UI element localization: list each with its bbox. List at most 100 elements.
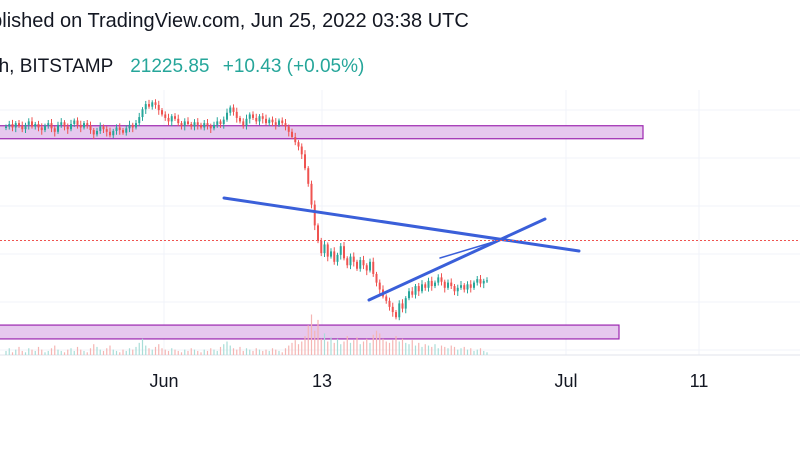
candle-body	[291, 131, 293, 137]
zone-0	[0, 125, 644, 140]
candle-body	[219, 121, 222, 124]
volume-bar	[401, 338, 404, 355]
candle-body	[479, 279, 482, 284]
candle-body	[287, 126, 290, 132]
volume-bar	[128, 348, 131, 355]
volume-bar	[258, 349, 261, 355]
volume-bar	[271, 348, 274, 355]
candle-body	[365, 265, 368, 271]
candle-body	[336, 254, 339, 262]
volume-bar	[265, 349, 267, 355]
volume-bar	[431, 346, 433, 355]
volume-bar	[392, 340, 394, 355]
candle-body	[40, 127, 43, 131]
candle-body	[294, 137, 297, 143]
volume-bar	[154, 346, 157, 355]
candle-body	[14, 123, 17, 128]
candle-body	[437, 277, 440, 283]
volume-bar	[47, 350, 49, 355]
candle-body	[297, 142, 300, 147]
volume-bar	[310, 314, 313, 355]
candle-body	[50, 123, 53, 129]
volume-bar	[106, 348, 108, 355]
volume-bar	[333, 342, 335, 355]
volume-bar	[453, 346, 456, 355]
candle-body	[213, 124, 215, 129]
candle-body	[167, 117, 170, 122]
trendline-ascending-2	[439, 239, 501, 259]
candle-body	[261, 116, 264, 119]
volume-bar	[122, 349, 124, 355]
candle-body	[196, 122, 199, 125]
volume-bar	[93, 344, 95, 355]
volume-bar	[21, 350, 23, 355]
candle-body	[138, 117, 141, 124]
volume-bar	[366, 338, 368, 355]
volume-bar	[473, 350, 475, 355]
candle-body	[391, 306, 394, 313]
candle-body	[235, 111, 238, 118]
volume-bar	[268, 350, 270, 355]
candle-body	[255, 117, 258, 122]
candle-body	[248, 114, 251, 119]
volume-bar	[362, 341, 365, 355]
candle-body	[209, 125, 212, 129]
candle-body	[440, 277, 443, 282]
volume-bar	[301, 341, 303, 355]
candle-body	[96, 130, 98, 135]
volume-bar	[297, 344, 300, 355]
candle-body	[456, 287, 459, 292]
volume-bar	[151, 349, 153, 355]
volume-bar	[125, 350, 127, 355]
candle-body	[281, 120, 284, 124]
candle-body	[404, 298, 407, 309]
x-tick-label: 11	[690, 371, 709, 391]
candle-body	[466, 284, 469, 290]
x-tick-label: Jun	[149, 371, 178, 391]
volume-bar	[187, 350, 189, 355]
price-change: +10.43 (+0.05%)	[222, 56, 365, 77]
candle-body	[157, 104, 160, 111]
volume-bar	[57, 349, 59, 355]
candle-body	[24, 124, 27, 130]
x-tick-label: Jul	[554, 371, 577, 391]
volume-bar	[418, 342, 420, 355]
volume-bar	[476, 349, 478, 355]
candle-body	[424, 284, 427, 288]
volume-bar	[307, 325, 309, 355]
volume-bar	[447, 348, 449, 355]
volume-bar	[444, 346, 446, 355]
volume-bar	[200, 352, 202, 355]
candle-body	[18, 123, 20, 126]
volume-bar	[135, 346, 137, 355]
candle-body	[200, 124, 202, 128]
published-text: ublished on TradingView.com, Jun 25, 202…	[0, 10, 469, 32]
candle-body	[378, 282, 381, 290]
candle-body	[411, 291, 414, 295]
candle-body	[310, 183, 313, 205]
candle-body	[476, 279, 479, 283]
volume-bar	[356, 337, 358, 355]
volume-bar	[242, 350, 244, 355]
volume-bar	[8, 348, 10, 355]
candle-body	[174, 116, 176, 119]
volume-bar	[388, 342, 391, 355]
candle-body	[57, 124, 59, 132]
candle-body	[245, 118, 248, 126]
candle-body	[47, 123, 50, 126]
volume-bar	[109, 345, 111, 355]
volume-bar	[50, 348, 53, 355]
candle-body	[271, 119, 274, 123]
volume-bar	[210, 348, 212, 355]
candle-body	[190, 124, 193, 127]
volume-bar	[382, 338, 384, 355]
volume-bar	[158, 344, 160, 355]
volume-bar	[466, 349, 469, 355]
volume-bar	[119, 352, 121, 355]
candle-body	[131, 124, 134, 128]
volume-bar	[167, 350, 170, 355]
candle-body	[320, 241, 323, 254]
candle-body	[408, 291, 410, 299]
volume-bar	[372, 334, 374, 355]
